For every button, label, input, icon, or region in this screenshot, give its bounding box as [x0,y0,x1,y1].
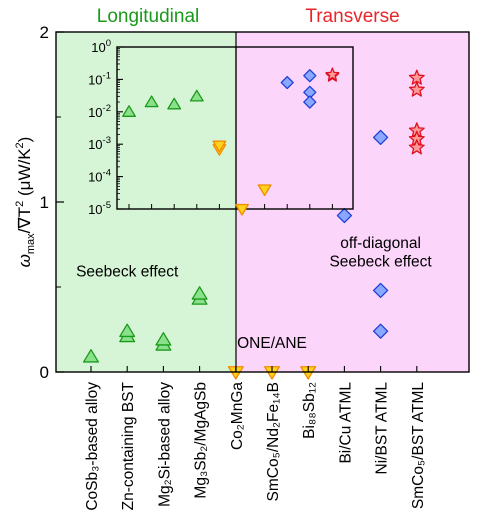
inset-y-tick-label: 10-2 [88,103,111,120]
y-tick-label: 1 [40,193,49,212]
category-label: SmCo₅/Nd₂Fe₁₄B [265,382,282,501]
inset-point-triangle-up-0-1 [144,95,159,108]
y-tick-label: 0 [40,363,49,382]
y-tick-label: 2 [40,23,49,42]
inset-point-diamond-2-0 [280,75,294,90]
annotation: ONE/ANE [237,335,307,352]
region-title-transverse: Transverse [305,6,399,27]
data-point-diamond-2-2 [372,282,389,299]
category-label: Bi₈₈Sb₁₂ [301,382,318,439]
inset-point-triangle-down-1-2 [235,203,249,216]
category-label: Co₂MnGa [229,382,246,450]
category-label: Ni/BST ATML [374,382,391,475]
data-point-diamond-2-1 [372,129,389,146]
inset-point-triangle-up-0-0 [122,105,136,117]
data-point-star-3-4 [408,139,425,155]
data-point-triangle-up-0-6 [191,286,208,300]
annotation: Seebeck effect [329,254,432,271]
inset-y-tick-label: 10-5 [88,200,111,217]
inset-point-star-3-1 [325,67,340,81]
inset-y-tick-label: 10-4 [88,168,111,185]
data-point-diamond-2-3 [372,323,389,339]
inset-point-diamond-2-3 [303,95,317,109]
category-label: Mg₂Si-based alloy [156,382,173,507]
data-point-triangle-up-0-2 [119,323,136,338]
y-axis-label: ωmax/∇T2 (μW/K2) [14,137,37,268]
inset-y-tick-label: 10-1 [88,70,111,87]
category-label: Zn-containing BST [120,381,137,510]
region-longitudinal [56,32,236,372]
inset-point-triangle-down-1-1 [212,140,227,153]
data-point-star-3-0 [408,69,425,85]
category-label: SmCo₅/BST ATML [410,382,427,509]
inset-point-diamond-2-1 [303,69,317,83]
inset-point-triangle-up-0-2 [167,97,182,110]
annotation: off-diagonal [340,235,421,252]
inset-y-tick-label: 100 [91,38,111,55]
inset-point-triangle-down-1-3 [257,184,272,197]
category-label: Mg₃Sb₂/MgAgSb [193,382,210,499]
data-point-diamond-2-0 [336,207,353,224]
data-point-triangle-up-0-0 [83,349,99,363]
inset-frame [116,46,354,210]
category-label: Bi/Cu ATML [337,382,354,464]
annotation: Seebeck effect [76,264,179,281]
region-title-longitudinal: Longitudinal [97,6,199,27]
category-label: CoSb₃-based alloy [84,382,101,511]
inset-point-triangle-up-0-3 [189,89,204,102]
data-point-triangle-up-0-4 [155,332,172,346]
data-point-star-3-1 [408,81,425,97]
inset-y-tick-label: 10-3 [88,135,111,152]
